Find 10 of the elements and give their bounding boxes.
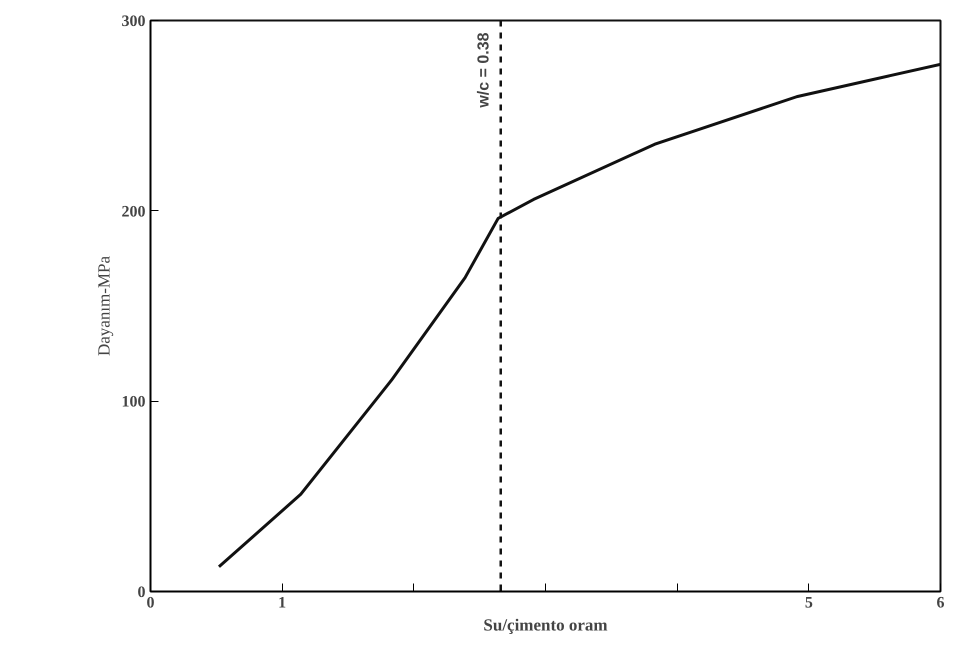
annotation: w/c = 0.38 bbox=[476, 32, 493, 109]
y-axis-title: Dayanım-MPa bbox=[94, 256, 114, 356]
x-tick-label: 1 bbox=[278, 594, 286, 612]
y-tick-label: 200 bbox=[122, 203, 146, 220]
x-axis-title: Su/çimento oram bbox=[483, 616, 608, 634]
x-tick-label: 5 bbox=[804, 594, 813, 612]
y-tick-label: 100 bbox=[122, 394, 146, 411]
y-tick-label: 300 bbox=[122, 13, 146, 30]
y-tick-label: 0 bbox=[138, 584, 146, 601]
x-tick-label: 6 bbox=[936, 594, 944, 612]
